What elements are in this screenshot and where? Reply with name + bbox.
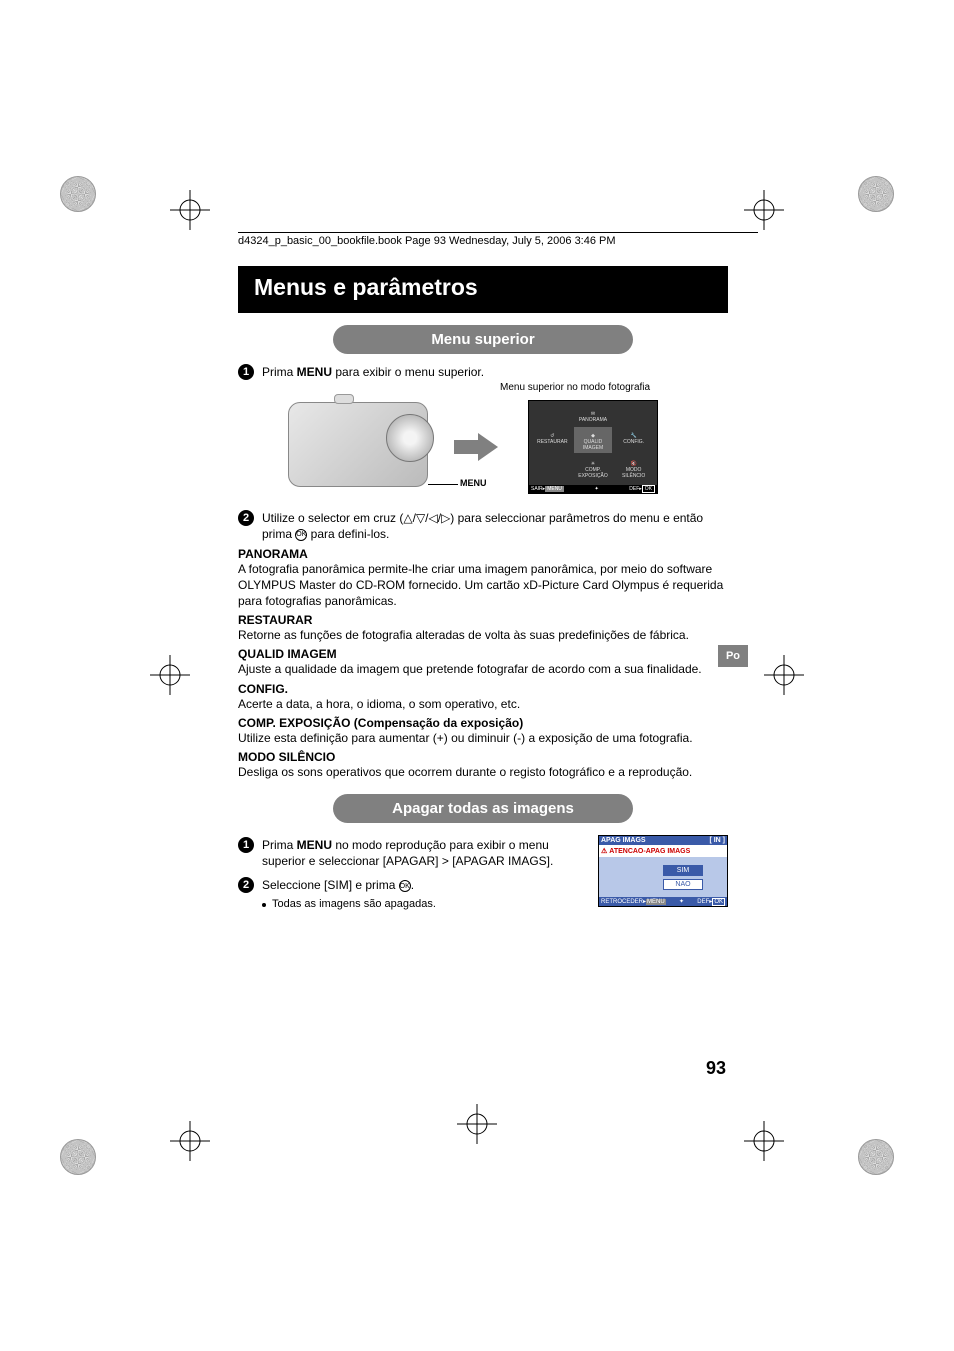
print-corner-bl [60, 1139, 96, 1175]
ok-icon: OK [295, 529, 307, 541]
camera-illustration: MENU [278, 392, 448, 502]
menu-preview-footer: SAIR▸MENU ✦ DEF▸OK [529, 485, 657, 493]
step-number-1: 1 [238, 364, 254, 380]
erase-step-2-text: Seleccione [SIM] e prima OK. [262, 877, 582, 893]
erase-option-nao: NAO [663, 879, 703, 890]
language-tab: Po [718, 645, 748, 667]
step-1-text: Prima MENU para exibir o menu superior. [262, 364, 728, 380]
step-2-text: Utilize o selector em cruz (△/▽/◁/▷) par… [262, 510, 728, 542]
figure-row: MENU ✉PANORAMA ↺RESTAURAR ◆QUALID IMAGEM… [278, 392, 728, 502]
erase-dialog-warning: ⚠ ATENCAO-APAG IMAGS [599, 845, 727, 857]
erase-step-1: 1 Prima MENU no modo reprodução para exi… [238, 837, 582, 869]
print-corner-br [858, 1139, 894, 1175]
section-heading-apagar: Apagar todas as imagens [333, 794, 633, 823]
block-heading-restaurar: RESTAURAR [238, 613, 728, 627]
block-text-comp: Utilize esta definição para aumentar (+)… [238, 730, 728, 746]
crop-mark-br [744, 1121, 784, 1161]
print-corner-tl [60, 176, 96, 212]
crop-mark-bl [170, 1121, 210, 1161]
erase-dialog-title: APAG IMAGS [601, 837, 646, 844]
block-heading-comp: COMP. EXPOSIÇÃO (Compensação da exposiçã… [238, 716, 728, 730]
erase-dialog-in: [ IN ] [709, 837, 725, 844]
arrow-icon [458, 433, 518, 461]
erase-step-2: 2 Seleccione [SIM] e prima OK. [238, 877, 582, 893]
block-text-silencio: Desliga os sons operativos que ocorrem d… [238, 764, 728, 780]
block-heading-panorama: PANORAMA [238, 547, 728, 561]
crop-mark-bottom [457, 1104, 497, 1144]
block-text-qualid: Ajuste a qualidade da imagem que pretend… [238, 661, 728, 677]
crop-mark-tl [170, 190, 210, 230]
crop-mark-right [764, 655, 804, 695]
step-2: 2 Utilize o selector em cruz (△/▽/◁/▷) p… [238, 510, 728, 542]
menu-cell-restaurar: ↺RESTAURAR [533, 427, 572, 453]
menu-cell-panorama: ✉PANORAMA [574, 405, 613, 425]
menu-preview: ✉PANORAMA ↺RESTAURAR ◆QUALID IMAGEM 🔧CON… [528, 400, 658, 494]
block-text-restaurar: Retorne as funções de fotografia alterad… [238, 627, 728, 643]
block-heading-silencio: MODO SILÊNCIO [238, 750, 728, 764]
block-heading-qualid: QUALID IMAGEM [238, 647, 728, 661]
menu-callout: MENU [460, 478, 487, 488]
menu-cell-qualid: ◆QUALID IMAGEM [574, 427, 613, 453]
ok-icon: OK [399, 880, 411, 892]
block-text-panorama: A fotografia panorâmica permite-lhe cria… [238, 561, 728, 610]
warning-icon: ⚠ [601, 847, 607, 855]
page-content: Menus e parâmetros Menu superior 1 Prima… [238, 266, 728, 910]
block-text-config: Acerte a data, a hora, o idioma, o som o… [238, 696, 728, 712]
print-corner-tr [858, 176, 894, 212]
erase-step-number-1: 1 [238, 837, 254, 853]
erase-dialog: APAG IMAGS [ IN ] ⚠ ATENCAO-APAG IMAGS S… [598, 835, 728, 907]
print-header: d4324_p_basic_00_bookfile.book Page 93 W… [238, 232, 758, 247]
block-heading-config: CONFIG. [238, 682, 728, 696]
erase-dialog-footer: RETROCEDER▸MENU ✦ DEF▸OK [599, 897, 727, 906]
page-title: Menus e parâmetros [238, 266, 728, 313]
erase-option-sim: SIM [663, 865, 703, 876]
section-heading-menu-superior: Menu superior [333, 325, 633, 354]
menu-cell-silencio: 🔇MODO SILÊNCIO [614, 455, 653, 481]
crop-mark-left [150, 655, 190, 695]
step-1: 1 Prima MENU para exibir o menu superior… [238, 364, 728, 380]
step-number-2: 2 [238, 510, 254, 526]
menu-cell-config: 🔧CONFIG. [614, 427, 653, 453]
figure-caption: Menu superior no modo fotografia [500, 382, 650, 393]
page-number: 93 [706, 1058, 726, 1079]
crop-mark-tr [744, 190, 784, 230]
erase-step-number-2: 2 [238, 877, 254, 893]
erase-bullet: Todas as imagens são apagadas. [262, 898, 582, 910]
menu-cell-comp: ☀COMP. EXPOSIÇÃO [574, 455, 613, 481]
erase-step-1-text: Prima MENU no modo reprodução para exibi… [262, 837, 582, 869]
